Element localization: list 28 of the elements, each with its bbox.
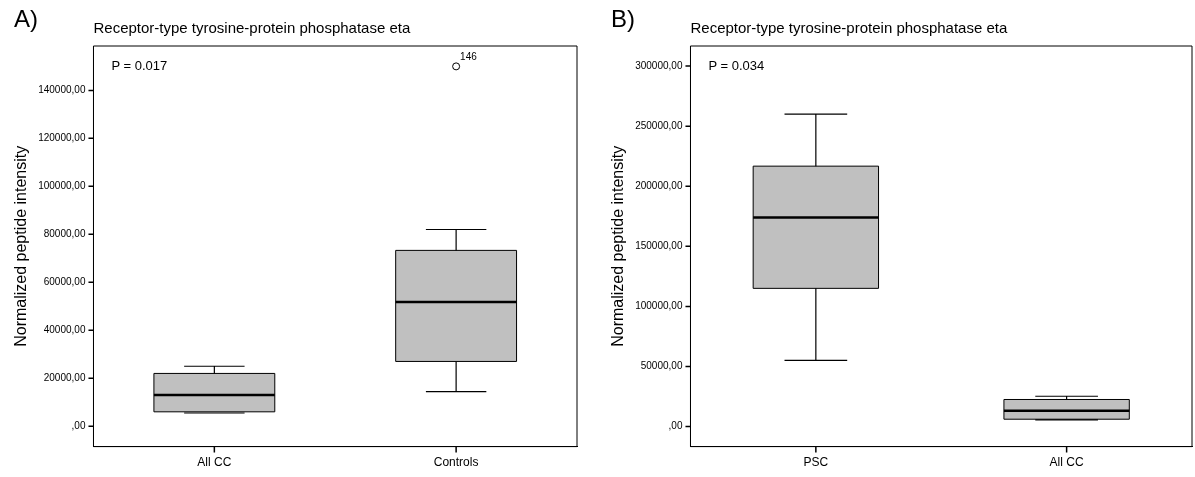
- annotation: P = 0.034: [708, 58, 765, 74]
- y-tick-label: 200000,00: [635, 179, 683, 191]
- chart-title: Receptor-type tyrosine-protein phosphatase eta: [93, 18, 411, 36]
- x-tick-label: All CC: [197, 455, 232, 470]
- y-tick-label: 40000,00: [43, 324, 86, 336]
- y-tick-label: 250000,00: [635, 119, 683, 131]
- y-tick-label: 140000,00: [38, 84, 86, 96]
- y-tick-label: 50000,00: [640, 360, 683, 372]
- y-tick-label: 20000,00: [43, 371, 86, 383]
- y-tick-label: 120000,00: [38, 132, 86, 144]
- y-tick-label: 100000,00: [38, 180, 86, 192]
- text: A): [14, 4, 38, 32]
- y-tick-label: ,00: [668, 420, 683, 432]
- y-tick-label: 80000,00: [43, 228, 86, 240]
- x-tick-label: PSC: [803, 455, 829, 470]
- text: B): [611, 4, 635, 32]
- annotation: 146: [460, 51, 478, 63]
- y-axis-title: Normalized peptide intensity: [609, 145, 627, 347]
- y-tick-label: ,00: [71, 419, 86, 431]
- y-tick-label: 100000,00: [635, 300, 683, 312]
- y-tick-label: 300000,00: [635, 59, 683, 71]
- x-tick-label: All CC: [1049, 455, 1084, 470]
- y-tick-label: 150000,00: [635, 240, 683, 252]
- y-tick-label: 60000,00: [43, 276, 86, 288]
- annotation: P = 0.017: [111, 58, 168, 74]
- x-tick-label: Controls: [433, 455, 479, 470]
- chart-title: Receptor-type tyrosine-protein phosphatase eta: [690, 18, 1008, 36]
- y-axis-title: Normalized peptide intensity: [12, 145, 30, 347]
